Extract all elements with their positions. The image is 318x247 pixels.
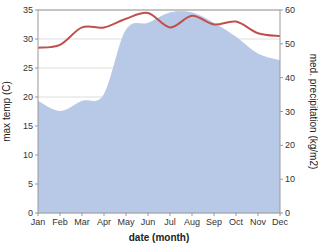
y-tick bbox=[35, 155, 38, 156]
x-tick bbox=[60, 213, 61, 216]
y-tick bbox=[35, 10, 38, 11]
x-tick-label: Apr bbox=[97, 217, 111, 227]
x-tick bbox=[214, 213, 215, 216]
y2-tick bbox=[280, 145, 283, 146]
y-tick bbox=[35, 68, 38, 69]
x-tick-label: Jul bbox=[164, 217, 176, 227]
temperature-line bbox=[38, 13, 280, 48]
x-tick-label: Aug bbox=[184, 217, 200, 227]
x-tick bbox=[126, 213, 127, 216]
x-tick bbox=[192, 213, 193, 216]
x-tick bbox=[258, 213, 259, 216]
x-tick-label: Jan bbox=[31, 217, 46, 227]
x-tick bbox=[280, 213, 281, 216]
y2-tick-label: 50 bbox=[285, 39, 295, 49]
x-tick-label: Nov bbox=[250, 217, 267, 227]
plot-area bbox=[38, 12, 280, 213]
x-tick bbox=[170, 213, 171, 216]
x-tick bbox=[104, 213, 105, 216]
y2-tick-label: 60 bbox=[285, 5, 295, 15]
x-tick bbox=[236, 213, 237, 216]
grid bbox=[38, 10, 280, 213]
precipitation-area bbox=[38, 12, 280, 213]
x-tick bbox=[82, 213, 83, 216]
y2-tick-label: 10 bbox=[285, 174, 295, 184]
y-tick bbox=[35, 39, 38, 40]
y-tick-label: 25 bbox=[23, 63, 33, 73]
y-tick bbox=[35, 184, 38, 185]
y-tick-label: 5 bbox=[28, 179, 33, 189]
x-tick-label: May bbox=[117, 217, 135, 227]
plot-frame bbox=[38, 10, 280, 213]
chart: 051015202530350102030405060JanFebMarAprM… bbox=[0, 0, 318, 247]
axes: 051015202530350102030405060JanFebMarAprM… bbox=[23, 5, 295, 227]
y2-tick-label: 40 bbox=[285, 73, 295, 83]
y-tick bbox=[35, 97, 38, 98]
y-tick-label: 35 bbox=[23, 5, 33, 15]
x-tick-label: Sep bbox=[206, 217, 222, 227]
y2-axis-label: med. precipitation (kg/m2) bbox=[308, 54, 318, 170]
x-tick bbox=[38, 213, 39, 216]
y2-tick-label: 30 bbox=[285, 107, 295, 117]
y2-tick bbox=[280, 43, 283, 44]
y-axis-label: max temp (C) bbox=[1, 81, 12, 142]
y2-tick-label: 20 bbox=[285, 140, 295, 150]
x-tick-label: Jun bbox=[141, 217, 156, 227]
y-tick bbox=[35, 126, 38, 127]
y2-tick bbox=[280, 111, 283, 112]
x-tick-label: Feb bbox=[52, 217, 68, 227]
y2-tick bbox=[280, 179, 283, 180]
x-tick-label: Mar bbox=[74, 217, 90, 227]
x-tick-label: Oct bbox=[229, 217, 244, 227]
y-tick-label: 10 bbox=[23, 150, 33, 160]
x-tick-label: Dec bbox=[272, 217, 289, 227]
x-axis-label: date (month) bbox=[129, 232, 190, 243]
y2-tick bbox=[280, 77, 283, 78]
y-tick-label: 30 bbox=[23, 34, 33, 44]
x-tick bbox=[148, 213, 149, 216]
y-tick-label: 15 bbox=[23, 121, 33, 131]
y-tick-label: 20 bbox=[23, 92, 33, 102]
y2-tick bbox=[280, 10, 283, 11]
